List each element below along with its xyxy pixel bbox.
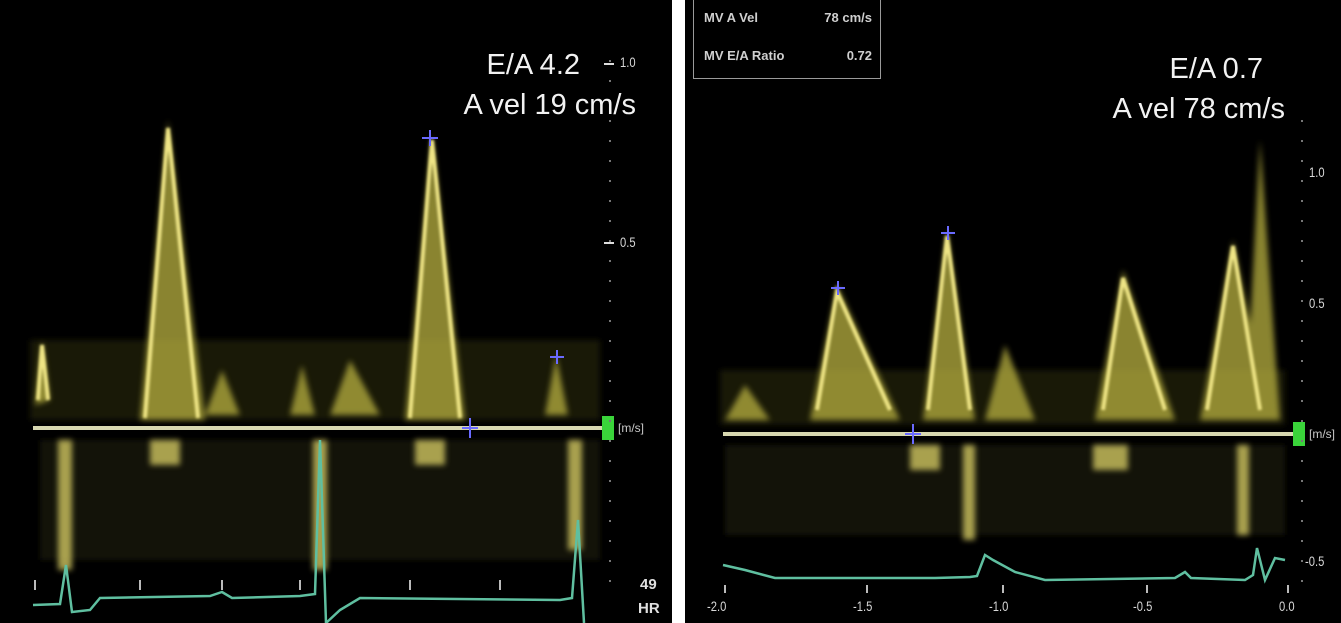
right-doppler-spectrum (720, 120, 1305, 600)
left-doppler-spectrum (30, 60, 614, 623)
measurement-box: MV A Vel 78 cm/s MV E/A Ratio 0.72 (693, 0, 881, 79)
heart-rate-value: 49 (640, 576, 657, 593)
panel-divider (672, 0, 685, 623)
right-doppler-panel: MV A Vel 78 cm/s MV E/A Ratio 0.72 E/A 0… (685, 0, 1341, 623)
heart-rate-unit: HR (638, 600, 660, 617)
time-tick-1: -2.0 (707, 598, 727, 614)
mv-ea-ratio-label: MV E/A Ratio (704, 48, 785, 63)
right-axis-tick-3: -0.5 (1305, 553, 1325, 569)
right-axis-tick-2: 0.5 (1309, 295, 1325, 311)
time-tick-5: 0.0 (1279, 598, 1295, 614)
time-tick-4: -0.5 (1133, 598, 1153, 614)
left-doppler-panel: E/A 4.2 A vel 19 cm/s 1.0 0.5 [m/s] 49 H… (0, 0, 672, 623)
left-a-velocity: A vel 19 cm/s (463, 89, 636, 121)
time-tick-2: -1.5 (853, 598, 873, 614)
right-unit-label: [m/s] (1309, 427, 1335, 441)
right-a-velocity: A vel 78 cm/s (1112, 93, 1285, 125)
left-axis-tick-1: 1.0 (620, 54, 636, 70)
time-tick-3: -1.0 (989, 598, 1009, 614)
mv-ea-ratio-value: 0.72 (846, 48, 872, 63)
left-unit-label: [m/s] (618, 421, 644, 435)
right-ea-ratio: E/A 0.7 (1169, 53, 1263, 85)
left-ea-ratio: E/A 4.2 (486, 49, 580, 81)
mv-a-vel-label: MV A Vel (704, 10, 758, 25)
right-axis-tick-1: 1.0 (1309, 164, 1325, 180)
mv-a-vel-value: 78 cm/s (824, 10, 872, 25)
left-axis-tick-2: 0.5 (620, 234, 636, 250)
